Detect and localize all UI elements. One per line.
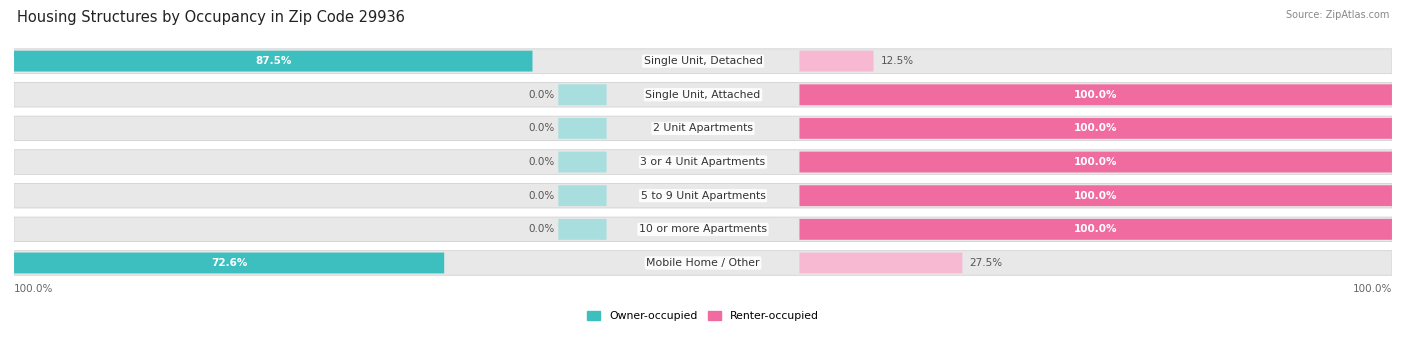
FancyBboxPatch shape [558,152,606,173]
Text: 0.0%: 0.0% [529,224,555,234]
Text: 100.0%: 100.0% [1353,284,1392,294]
Text: Single Unit, Detached: Single Unit, Detached [644,56,762,66]
FancyBboxPatch shape [800,51,873,72]
FancyBboxPatch shape [14,49,1392,73]
FancyBboxPatch shape [14,150,1392,174]
FancyBboxPatch shape [800,253,962,273]
Text: 100.0%: 100.0% [1074,123,1118,133]
FancyBboxPatch shape [800,152,1392,173]
Text: 0.0%: 0.0% [529,123,555,133]
FancyBboxPatch shape [14,253,444,273]
Text: Housing Structures by Occupancy in Zip Code 29936: Housing Structures by Occupancy in Zip C… [17,10,405,25]
Text: 100.0%: 100.0% [1074,90,1118,100]
Text: 10 or more Apartments: 10 or more Apartments [638,224,768,234]
FancyBboxPatch shape [800,118,1392,139]
FancyBboxPatch shape [558,185,606,206]
FancyBboxPatch shape [14,251,1392,275]
Text: 2 Unit Apartments: 2 Unit Apartments [652,123,754,133]
Text: Single Unit, Attached: Single Unit, Attached [645,90,761,100]
FancyBboxPatch shape [14,83,1392,107]
FancyBboxPatch shape [14,116,1392,141]
FancyBboxPatch shape [14,217,1392,242]
Text: 100.0%: 100.0% [14,284,53,294]
FancyBboxPatch shape [558,219,606,240]
Text: 12.5%: 12.5% [880,56,914,66]
FancyBboxPatch shape [800,219,1392,240]
Text: Mobile Home / Other: Mobile Home / Other [647,258,759,268]
Text: Source: ZipAtlas.com: Source: ZipAtlas.com [1285,10,1389,20]
Text: 27.5%: 27.5% [969,258,1002,268]
FancyBboxPatch shape [14,51,533,72]
Text: 100.0%: 100.0% [1074,224,1118,234]
FancyBboxPatch shape [558,84,606,105]
Text: 100.0%: 100.0% [1074,191,1118,201]
FancyBboxPatch shape [14,183,1392,208]
Text: 0.0%: 0.0% [529,191,555,201]
Text: 5 to 9 Unit Apartments: 5 to 9 Unit Apartments [641,191,765,201]
FancyBboxPatch shape [800,185,1392,206]
Text: 0.0%: 0.0% [529,157,555,167]
Text: 72.6%: 72.6% [211,258,247,268]
FancyBboxPatch shape [558,118,606,139]
Legend: Owner-occupied, Renter-occupied: Owner-occupied, Renter-occupied [583,307,823,326]
Text: 0.0%: 0.0% [529,90,555,100]
Text: 3 or 4 Unit Apartments: 3 or 4 Unit Apartments [641,157,765,167]
Text: 87.5%: 87.5% [254,56,291,66]
FancyBboxPatch shape [800,84,1392,105]
Text: 100.0%: 100.0% [1074,157,1118,167]
